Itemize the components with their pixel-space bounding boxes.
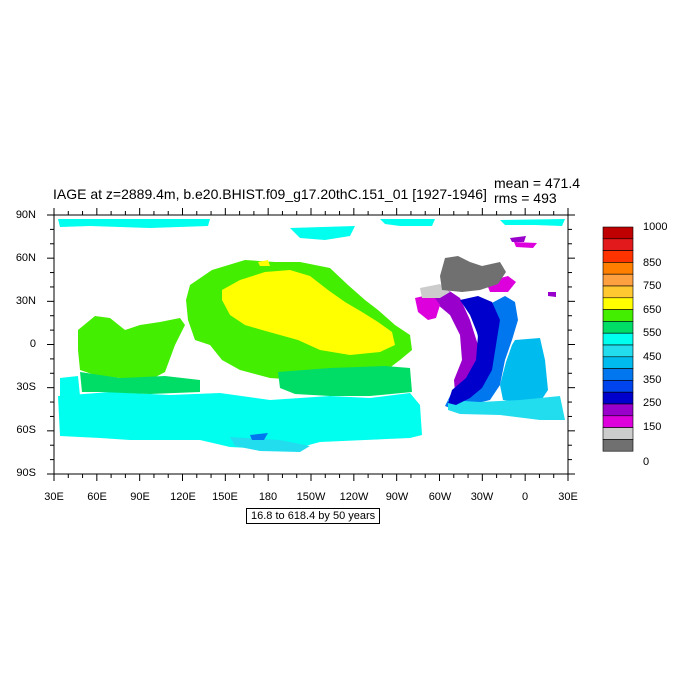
lon-label-120e: 120E [170,491,196,503]
lat-label-90s: 90S [16,467,36,479]
colorbar-swatch [602,356,634,369]
lat-label-30n: 30N [15,295,36,307]
mean-stat: mean = 471.4 [494,175,581,191]
colorbar-swatch [602,344,634,358]
atlantic-field [448,396,565,420]
lon-label-60w: 60W [428,491,452,503]
arctic-field [548,292,556,297]
lon-label-60e: 60E [87,491,107,503]
arctic-field [290,226,355,240]
lon-label-180: 180 [258,491,278,503]
colorbar-label-750: 750 [643,280,662,292]
colorbar-label-550: 550 [643,327,662,339]
colorbar-swatch [602,226,634,240]
colorbar-label-350: 350 [643,374,662,386]
pacific-field [278,366,412,396]
colorbar-swatch [602,297,634,310]
lat-label-60s: 60S [16,424,36,436]
arctic-field [510,236,526,242]
lat-label-60n: 60N [15,252,36,264]
colorbar-label-150: 150 [643,421,662,433]
southern-ocean-field [60,376,80,396]
map-fields [58,219,565,452]
lon-label-150w: 150W [296,491,326,503]
indian-ocean-field [80,372,200,394]
colorbar-swatch [602,427,634,440]
colorbar-swatch [602,273,634,287]
pacific-core-field [258,260,270,266]
colorbar-swatch [602,415,634,428]
colorbar-label-850: 850 [643,257,662,269]
lat-label-0: 0 [29,338,36,350]
colorbar-swatch [602,309,634,322]
atlantic-field [432,290,478,392]
lat-label-30s: 30S [16,381,36,393]
arctic-field [380,219,435,226]
colorbar-swatch [602,238,634,251]
colorbar-swatch [602,403,634,417]
colorbar-swatch [602,391,634,405]
colorbar-swatch [602,285,634,299]
axis-ticks [47,208,575,481]
arctic-field [500,219,565,226]
colorbar-swatch [602,332,634,346]
indian-ocean-field [78,316,185,380]
colorbar-swatch [602,262,634,275]
rms-stat: rms = 493 [494,190,557,206]
lon-label-90w: 90W [385,491,409,503]
southern-ocean-field [250,433,268,440]
lon-label-150e: 150E [212,491,238,503]
lon-label-30e-end: 30E [558,491,578,503]
lon-label-90e: 90E [130,491,150,503]
colorbar-swatch [602,321,634,334]
colorbar-label-650: 650 [643,304,662,316]
colorbar-label-1000: 1000 [643,221,668,233]
colorbar-label-250: 250 [643,397,662,409]
colorbar-swatch [602,250,634,263]
colorbar [602,226,634,452]
colorbar-label-0: 0 [643,456,650,468]
contour-info-box: 16.8 to 618.4 by 50 years [246,508,381,524]
lon-label-120w: 120W [339,491,369,503]
colorbar-swatch [602,439,634,452]
atlantic-field [500,338,548,403]
lon-label-30w: 30W [470,491,494,503]
atlantic-field [440,256,506,292]
colorbar-swatch [602,380,634,393]
southern-ocean-field [230,437,310,452]
arctic-field [514,242,537,248]
lon-label-30e: 30E [44,491,64,503]
plot-title: IAGE at z=2889.4m, b.e20.BHIST.f09_g17.2… [53,186,487,202]
atlantic-field [448,296,500,405]
colorbar-swatch [602,368,634,381]
lon-label-0: 0 [521,491,529,503]
lat-label-90n: 90N [15,209,36,221]
pacific-core-field [222,270,395,355]
atlantic-field [415,294,440,320]
colorbar-label-450: 450 [643,351,662,363]
southern-ocean-field [58,392,422,450]
arctic-field [58,219,210,228]
